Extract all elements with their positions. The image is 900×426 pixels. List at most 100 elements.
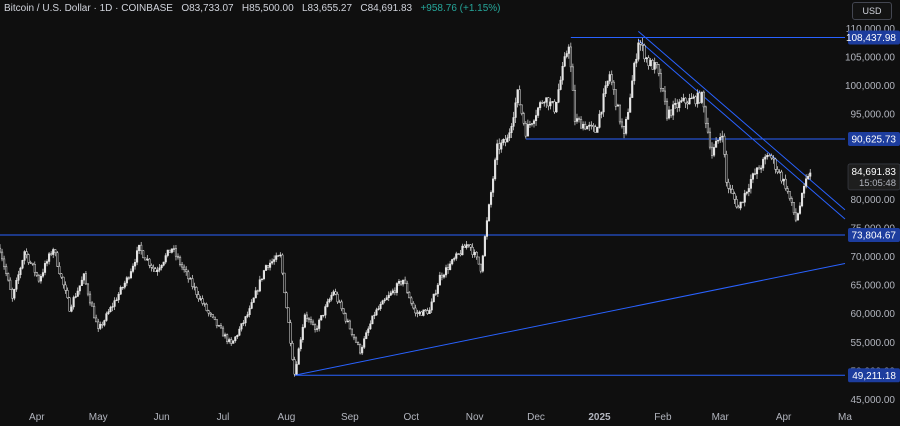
candle-body <box>557 89 560 103</box>
candle <box>11 287 14 302</box>
candle <box>361 345 364 355</box>
candle-body <box>334 291 337 295</box>
candle-body <box>518 89 521 106</box>
candle-body <box>633 62 636 82</box>
candle <box>663 85 667 105</box>
candle-body <box>453 258 456 260</box>
candle <box>743 189 746 207</box>
y-tick-label: 65,000.00 <box>851 281 896 292</box>
candle-body <box>105 313 108 321</box>
candle-body <box>367 328 370 333</box>
candle <box>539 100 542 111</box>
candle <box>774 157 777 174</box>
candle <box>293 356 296 377</box>
x-tick-label: Apr <box>776 412 792 423</box>
candle-body <box>25 251 28 255</box>
y-tick-label: 105,000.00 <box>845 53 895 64</box>
candle-body <box>127 277 130 279</box>
candle-body <box>391 290 394 294</box>
candle <box>541 100 544 105</box>
candle <box>162 261 165 267</box>
candle <box>309 316 313 325</box>
candle-body <box>563 56 566 67</box>
candle-body <box>764 156 767 160</box>
trendline-3 <box>638 39 846 220</box>
candle-body <box>663 90 667 102</box>
candle-body <box>422 309 425 316</box>
candle <box>365 330 368 340</box>
candle <box>5 263 8 277</box>
level-price-tag: 108,437.98 <box>846 30 900 45</box>
candle-body <box>125 277 128 284</box>
candle <box>571 63 574 91</box>
candle-body <box>667 109 671 119</box>
interval[interactable]: 1D <box>99 3 113 14</box>
candle <box>522 111 525 126</box>
candle <box>27 253 30 265</box>
candle <box>414 304 417 317</box>
candle-body <box>399 281 403 285</box>
candle <box>758 165 761 170</box>
candle-body <box>586 126 589 130</box>
candle-body <box>144 257 147 261</box>
currency-button[interactable]: USD <box>852 2 892 20</box>
candle <box>784 174 787 191</box>
candle <box>481 254 484 273</box>
bar-countdown: 15:05:48 <box>859 178 896 189</box>
candle-body <box>15 280 18 290</box>
candle <box>723 133 726 158</box>
candle <box>146 254 149 261</box>
candle <box>406 280 409 294</box>
candle-body <box>350 328 353 335</box>
candle-body <box>70 306 73 312</box>
candle <box>537 106 540 118</box>
candle-body <box>481 255 484 272</box>
candle <box>156 266 159 276</box>
candle <box>692 94 695 100</box>
candle-body <box>622 125 626 134</box>
y-tick-label: 70,000.00 <box>851 252 896 263</box>
candle-body <box>240 323 243 330</box>
candle-body <box>774 158 777 170</box>
candle-body <box>406 282 409 293</box>
x-tick-label: Nov <box>466 412 484 423</box>
candle-body <box>672 104 675 116</box>
candle-body <box>807 176 810 180</box>
candle-body <box>152 267 155 270</box>
candle-body <box>434 293 437 295</box>
candle-body <box>682 97 685 101</box>
candle-body <box>418 311 421 314</box>
candle <box>281 253 284 276</box>
candle-body <box>62 276 65 286</box>
candle <box>273 255 276 265</box>
candle-body <box>138 244 141 251</box>
candle-body <box>670 109 673 116</box>
candle-body <box>651 60 654 70</box>
candle <box>655 61 658 69</box>
candle-body <box>502 139 505 144</box>
candle-body <box>174 248 178 257</box>
candle-body <box>596 127 599 133</box>
price-change: +958.76 (+1.15%) <box>420 3 501 14</box>
candle-body <box>788 191 791 199</box>
candle <box>246 311 249 319</box>
x-tick-label: Dec <box>527 412 545 423</box>
x-tick-label: May <box>89 412 108 423</box>
candle <box>23 250 26 265</box>
candle <box>567 44 570 59</box>
price-axis[interactable]: 45,000.0050,000.0055,000.0060,000.0065,0… <box>845 24 895 406</box>
candle-body <box>13 288 16 299</box>
candle <box>608 71 611 85</box>
candle-body <box>614 89 617 107</box>
candle-body <box>142 250 145 259</box>
candle-body <box>311 321 315 325</box>
candle <box>807 173 810 180</box>
candle <box>3 255 6 270</box>
candle <box>463 243 466 248</box>
candle-body <box>539 102 542 109</box>
time-axis[interactable]: Apr May Jun Jul Aug Sep Oct Nov Dec 2025 Feb Mar Apr… <box>29 412 852 423</box>
candle <box>741 201 744 204</box>
candle <box>635 53 638 68</box>
candle-body <box>158 267 161 271</box>
